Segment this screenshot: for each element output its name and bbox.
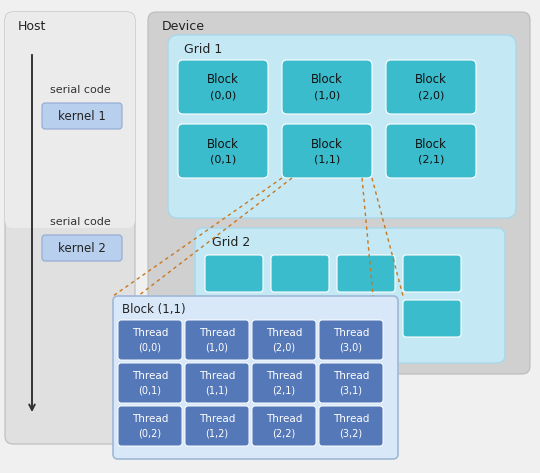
Text: Thread: Thread — [266, 328, 302, 338]
Text: Thread: Thread — [266, 371, 302, 381]
Text: (0,0): (0,0) — [138, 342, 161, 352]
Text: Block: Block — [207, 73, 239, 87]
Text: (0,1): (0,1) — [138, 385, 161, 395]
Text: (3,2): (3,2) — [340, 428, 362, 438]
FancyBboxPatch shape — [185, 363, 249, 403]
FancyBboxPatch shape — [5, 12, 135, 444]
FancyBboxPatch shape — [195, 228, 505, 363]
FancyBboxPatch shape — [252, 406, 316, 446]
Text: Thread: Thread — [199, 328, 235, 338]
Text: (2,0): (2,0) — [418, 91, 444, 101]
FancyBboxPatch shape — [386, 124, 476, 178]
Text: serial code: serial code — [50, 85, 110, 95]
Text: Thread: Thread — [132, 371, 168, 381]
Text: Block: Block — [311, 138, 343, 150]
FancyBboxPatch shape — [282, 124, 372, 178]
Text: Block (1,1): Block (1,1) — [122, 304, 186, 316]
Text: Block: Block — [415, 73, 447, 87]
FancyBboxPatch shape — [168, 35, 516, 218]
FancyBboxPatch shape — [178, 60, 268, 114]
Text: Thread: Thread — [132, 414, 168, 424]
FancyBboxPatch shape — [319, 363, 383, 403]
Text: (3,0): (3,0) — [340, 342, 362, 352]
Text: Thread: Thread — [333, 371, 369, 381]
Text: (1,0): (1,0) — [206, 342, 228, 352]
FancyBboxPatch shape — [319, 320, 383, 360]
FancyBboxPatch shape — [252, 320, 316, 360]
FancyBboxPatch shape — [205, 300, 263, 337]
Text: (0,0): (0,0) — [210, 91, 236, 101]
Text: Thread: Thread — [199, 414, 235, 424]
FancyBboxPatch shape — [337, 255, 395, 292]
FancyBboxPatch shape — [185, 406, 249, 446]
FancyBboxPatch shape — [118, 363, 182, 403]
FancyBboxPatch shape — [178, 124, 268, 178]
FancyBboxPatch shape — [205, 255, 263, 292]
FancyBboxPatch shape — [403, 255, 461, 292]
Text: (0,2): (0,2) — [138, 428, 161, 438]
Text: kernel 2: kernel 2 — [58, 242, 106, 254]
FancyBboxPatch shape — [271, 255, 329, 292]
Text: Thread: Thread — [199, 371, 235, 381]
Text: serial code: serial code — [50, 217, 110, 227]
FancyBboxPatch shape — [42, 235, 122, 261]
Text: Host: Host — [18, 20, 46, 34]
Text: (2,2): (2,2) — [272, 428, 295, 438]
Text: Thread: Thread — [333, 414, 369, 424]
Text: Thread: Thread — [266, 414, 302, 424]
FancyBboxPatch shape — [148, 12, 530, 374]
FancyBboxPatch shape — [5, 12, 135, 228]
Text: (2,1): (2,1) — [273, 385, 295, 395]
FancyBboxPatch shape — [113, 296, 398, 459]
Text: (1,1): (1,1) — [314, 155, 340, 165]
Text: (1,0): (1,0) — [314, 91, 340, 101]
FancyBboxPatch shape — [118, 406, 182, 446]
FancyBboxPatch shape — [252, 363, 316, 403]
FancyBboxPatch shape — [271, 300, 329, 337]
Text: (2,1): (2,1) — [418, 155, 444, 165]
Text: (1,1): (1,1) — [206, 385, 228, 395]
Text: Block: Block — [311, 73, 343, 87]
Text: kernel 1: kernel 1 — [58, 110, 106, 123]
Text: Block: Block — [207, 138, 239, 150]
FancyBboxPatch shape — [403, 300, 461, 337]
Text: (2,0): (2,0) — [273, 342, 295, 352]
Text: Grid 1: Grid 1 — [184, 44, 222, 56]
FancyBboxPatch shape — [282, 60, 372, 114]
FancyBboxPatch shape — [337, 300, 395, 337]
Text: (1,2): (1,2) — [205, 428, 228, 438]
FancyBboxPatch shape — [118, 320, 182, 360]
FancyBboxPatch shape — [42, 103, 122, 129]
Text: Block: Block — [415, 138, 447, 150]
Text: Thread: Thread — [132, 328, 168, 338]
Text: Thread: Thread — [333, 328, 369, 338]
Text: (3,1): (3,1) — [340, 385, 362, 395]
FancyBboxPatch shape — [319, 406, 383, 446]
FancyBboxPatch shape — [386, 60, 476, 114]
FancyBboxPatch shape — [185, 320, 249, 360]
Text: Grid 2: Grid 2 — [212, 236, 250, 249]
Text: (0,1): (0,1) — [210, 155, 236, 165]
Text: Device: Device — [162, 20, 205, 34]
